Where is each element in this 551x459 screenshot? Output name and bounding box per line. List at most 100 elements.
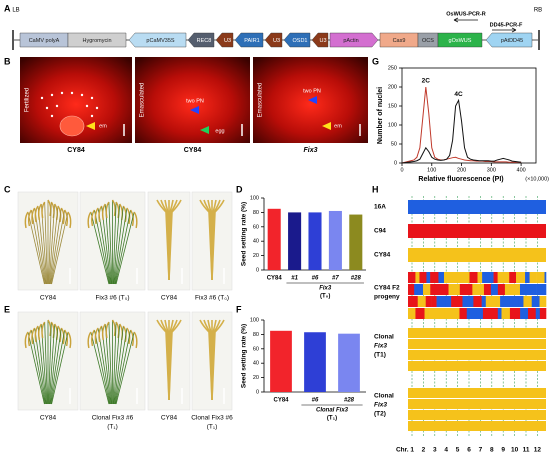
panicle	[94, 207, 99, 225]
chromosome-label: 7	[479, 447, 483, 454]
y-tick-label: 100	[250, 195, 259, 201]
construct-element	[485, 32, 533, 48]
genotype-segment	[496, 296, 501, 307]
panicle	[164, 319, 170, 401]
genotype-segment	[544, 272, 547, 283]
stem	[48, 203, 56, 285]
stem	[90, 211, 110, 285]
y-tick-label: 40	[253, 239, 259, 245]
genotype-segment	[492, 308, 499, 319]
element-label: U3	[319, 38, 326, 44]
pointer-arrow	[190, 106, 199, 114]
y-axis-label: Seed setting rate (%)	[241, 324, 248, 388]
element-label: U3	[224, 38, 231, 44]
genotype-segment	[426, 272, 431, 283]
cell-dot	[50, 114, 54, 118]
caption: Fix3	[303, 147, 317, 154]
genotype-segment	[481, 296, 487, 307]
chromosome-label: 3	[433, 447, 437, 454]
stem	[90, 331, 110, 405]
caption: CY84	[184, 147, 202, 154]
border-mark	[538, 30, 540, 50]
panicle	[67, 331, 72, 349]
genotype-segment	[451, 296, 455, 307]
bar	[308, 212, 322, 270]
genotype-segment	[477, 272, 483, 283]
caption: Fix3 #6 (T₀)	[95, 295, 129, 302]
genotype-segment	[419, 272, 427, 283]
panicle	[37, 203, 42, 221]
x-tick-label: #1	[291, 276, 298, 282]
construct-element	[437, 32, 483, 48]
genotype-segment	[438, 272, 445, 283]
row-label: CY84	[374, 252, 391, 259]
construct-element	[264, 32, 283, 48]
caption: Fix3 #6 (T₀)	[195, 295, 229, 302]
x-tick-label: #6	[312, 276, 319, 282]
panicle	[91, 329, 96, 347]
genotype-bar	[408, 350, 546, 360]
border-mark	[12, 30, 14, 50]
panicle	[47, 199, 52, 217]
genotype-segment	[529, 272, 537, 283]
element-label: U3	[273, 38, 280, 44]
panicle	[168, 199, 174, 281]
genotype-segment	[415, 308, 422, 319]
genotype-segment	[415, 272, 420, 283]
genotype-segment	[504, 284, 511, 295]
genotype-segment	[430, 272, 439, 283]
stem	[48, 323, 56, 405]
stem	[34, 327, 46, 405]
stem	[114, 327, 128, 405]
panicle	[133, 331, 138, 349]
row-label: CY84 F2	[374, 285, 400, 292]
construct-element	[67, 32, 127, 48]
genotype-segment	[505, 308, 511, 319]
stem	[108, 201, 113, 285]
panel-label: D	[236, 184, 243, 194]
panicle	[199, 199, 213, 281]
y-tick-label: 40	[253, 361, 259, 367]
panicle	[98, 205, 103, 223]
chromosome-label: 4	[444, 447, 448, 454]
panicle	[211, 199, 221, 281]
construct-element	[215, 32, 234, 48]
panicle	[24, 331, 29, 349]
panicle	[211, 199, 225, 281]
annotation: egg	[215, 128, 224, 134]
panicle	[105, 201, 110, 219]
genotype-segment	[417, 296, 427, 307]
y-axis-label: Seed setting rate (%)	[241, 202, 248, 266]
genotype-segment	[493, 272, 498, 283]
panicle	[47, 319, 52, 337]
cell-dot	[85, 104, 89, 108]
chromosome-label: 9	[501, 447, 505, 454]
embryo	[59, 115, 85, 137]
bar	[328, 210, 342, 270]
panicle	[111, 319, 116, 337]
genotype-segment	[425, 296, 432, 307]
bar	[304, 332, 326, 392]
genotype-segment	[469, 272, 478, 283]
stem	[50, 329, 66, 405]
panicle	[98, 325, 103, 343]
genotype-segment	[452, 272, 461, 283]
stem	[115, 209, 131, 285]
panicle	[27, 329, 32, 347]
panicle	[94, 327, 99, 345]
group-label: (T₀)	[320, 294, 330, 300]
genotype-bar	[408, 328, 546, 338]
panicle	[115, 201, 120, 219]
stem	[114, 207, 128, 285]
y-tick-label: 0	[256, 389, 259, 395]
panicle	[211, 319, 221, 401]
chromosome-label: Chr. 1	[396, 447, 414, 454]
row-label: Clonal	[374, 393, 394, 400]
genotype-bar	[408, 388, 546, 398]
pointer-arrow	[322, 122, 331, 130]
group-label: Clonal Fix3	[316, 408, 349, 414]
panel-label: A	[4, 3, 11, 13]
element-label: pCaMV35S	[146, 38, 174, 44]
chromosome-label: 2	[422, 447, 426, 454]
